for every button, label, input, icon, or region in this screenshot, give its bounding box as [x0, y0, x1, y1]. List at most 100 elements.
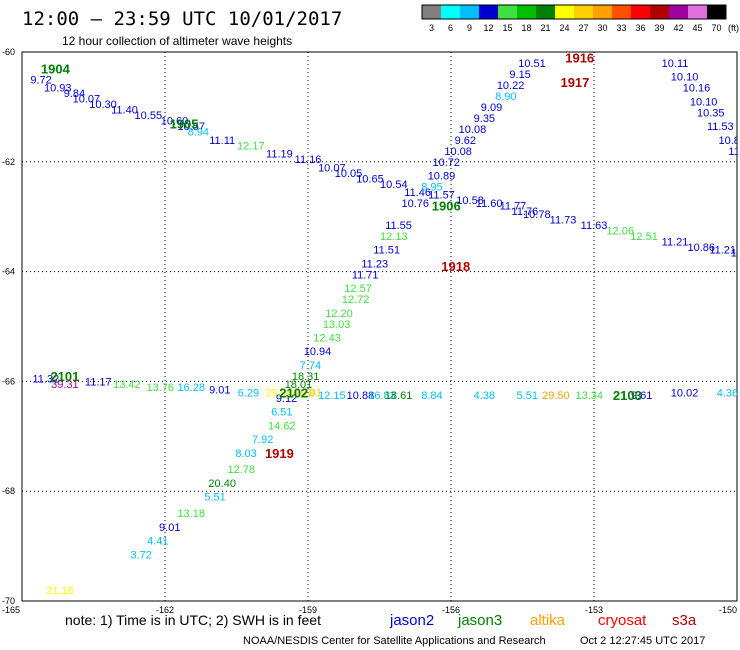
swh-point-label: 9.35 — [474, 113, 495, 125]
pass-time-label: 1904 — [41, 61, 71, 76]
pass-time-label: 1916 — [565, 50, 594, 65]
y-tick-label: -64 — [2, 267, 15, 277]
legend-swatch-70 — [707, 5, 726, 19]
x-tick-label: -162 — [156, 605, 174, 615]
swh-point-label: 10.11 — [662, 58, 689, 70]
swh-point-label: 21.16 — [46, 585, 74, 597]
swh-point-label: 10.94 — [304, 346, 332, 358]
y-axis-ticks: -60 -62 -64 -66 -68 -70 — [2, 47, 15, 606]
legend-swatch-15 — [498, 5, 517, 19]
swh-point-label: 13.34 — [575, 390, 603, 402]
swh-point-label: 11.40 — [111, 105, 138, 117]
legend-swatch-18 — [517, 5, 536, 19]
legend-swatch-21 — [536, 5, 555, 19]
swh-point-label: 4.41 — [147, 536, 168, 548]
pass-time-label: 2102 — [279, 385, 308, 400]
legend-swatch-33 — [612, 5, 631, 19]
swh-point-label: 9.01 — [209, 385, 230, 397]
legend-swatch-27 — [574, 5, 593, 19]
swh-point-label: 10.57 — [177, 121, 205, 133]
legend-label-33: 33 — [616, 23, 626, 33]
swh-point-label: 3.72 — [130, 549, 151, 561]
swh-point-label: 11.45 — [731, 247, 740, 259]
swh-point-label: 16.28 — [177, 382, 205, 394]
swh-point-label: 11.46 — [404, 187, 431, 199]
swh-point-label: 12.51 — [630, 231, 658, 243]
legend-label-15: 15 — [502, 23, 512, 33]
legend-label-39: 39 — [654, 23, 664, 33]
swh-point-label: 10.22 — [497, 80, 525, 92]
legend-label-12: 12 — [483, 23, 493, 33]
legend-label-30: 30 — [597, 23, 607, 33]
swh-point-label: 10.65 — [356, 173, 384, 185]
legend-label-3: 3 — [429, 23, 434, 33]
y-tick-label: -70 — [2, 596, 15, 606]
swh-point-label: 10.86 — [687, 242, 715, 254]
swh-point-label: 12.15 — [318, 390, 346, 402]
footnote: note: 1) Time is in UTC; 2) SWH is in fe… — [65, 612, 321, 628]
swh-point-label: 29.50 — [542, 390, 570, 402]
credit-line: NOAA/NESDIS Center for Satellite Applica… — [243, 635, 546, 647]
swh-point-label: 10.93 — [44, 83, 72, 95]
satellite-cryosat: cryosat — [598, 612, 647, 629]
swh-point-label: 10.07 — [73, 94, 101, 106]
legend-swatch-36 — [631, 5, 650, 19]
legend-label-24: 24 — [559, 23, 569, 33]
swh-point-label: 11.77 — [500, 201, 527, 213]
swh-point-label: 12.06 — [606, 225, 634, 237]
swh-point-label: 8.84 — [421, 390, 442, 402]
swh-point-label: 13.76 — [146, 382, 174, 394]
swh-point-label: 9.84 — [64, 88, 85, 100]
legend-swatch-3 — [422, 5, 441, 19]
legend-label-27: 27 — [578, 23, 588, 33]
swh-point-label: 10.07 — [318, 162, 346, 174]
legend-frame — [421, 4, 727, 20]
swh-point-label: 6.29 — [238, 387, 259, 399]
swh-point-label: 11.60 — [476, 198, 503, 210]
swh-point-label: 11.57 — [428, 190, 455, 202]
swh-point-label: 5.51 — [517, 390, 538, 402]
swh-point-label: 21.78 — [287, 387, 315, 399]
x-tick-label: -165 — [2, 605, 20, 615]
swh-point-label: 11.78 — [728, 146, 740, 158]
gridlines — [22, 52, 737, 601]
swh-point-label: 12.17 — [237, 140, 265, 152]
legend-swatch-45 — [688, 5, 707, 19]
swh-point-label: 18.31 — [292, 371, 320, 383]
legend-swatch-12 — [479, 5, 498, 19]
swh-point-label: 7.92 — [252, 434, 273, 446]
x-tick-label: -153 — [585, 605, 603, 615]
swh-point-label: 10.02 — [671, 387, 699, 399]
chart-title: 12:00 – 23:59 UTC 10/01/2017 — [22, 8, 342, 30]
swh-point-label: 8.90 — [495, 91, 516, 103]
swh-point-label: 10.89 — [428, 171, 456, 183]
legend-unit: (ft) — [728, 23, 739, 33]
satellite-s3a: s3a — [672, 612, 697, 629]
swh-point-label: 10.05 — [335, 168, 363, 180]
swh-point-label: 12.78 — [228, 464, 256, 476]
y-tick-label: -62 — [2, 157, 15, 167]
legend-label-42: 42 — [673, 23, 683, 33]
legend-label-18: 18 — [521, 23, 531, 33]
swh-point-label: 10.10 — [690, 96, 718, 108]
swh-point-label: 10.88 — [718, 135, 740, 147]
swh-point-label: 9.72 — [30, 74, 51, 86]
swh-point-label: 13.42 — [113, 379, 141, 391]
swh-point-label: 16.83 — [368, 390, 396, 402]
swh-point-label: 7.74 — [300, 360, 321, 372]
legend-swatch-42 — [669, 5, 688, 19]
swh-point-label: 9.09 — [481, 102, 502, 114]
legend-swatch-30 — [593, 5, 612, 19]
swh-point-label: 12.57 — [344, 283, 372, 295]
legend-label-36: 36 — [635, 23, 645, 33]
swh-point-label: 25.00 — [266, 387, 294, 399]
swh-point-label: 11.71 — [352, 269, 379, 281]
swh-point-label: 13.03 — [323, 319, 351, 331]
x-axis-ticks: -165 -162 -159 -156 -153 -150 — [2, 605, 737, 615]
swh-point-label: 10.35 — [697, 107, 725, 119]
plot-frame — [21, 51, 738, 602]
swh-point-label: 13.18 — [177, 508, 205, 520]
swh-point-label: 5.51 — [204, 492, 225, 504]
y-tick-label: -60 — [2, 47, 15, 57]
